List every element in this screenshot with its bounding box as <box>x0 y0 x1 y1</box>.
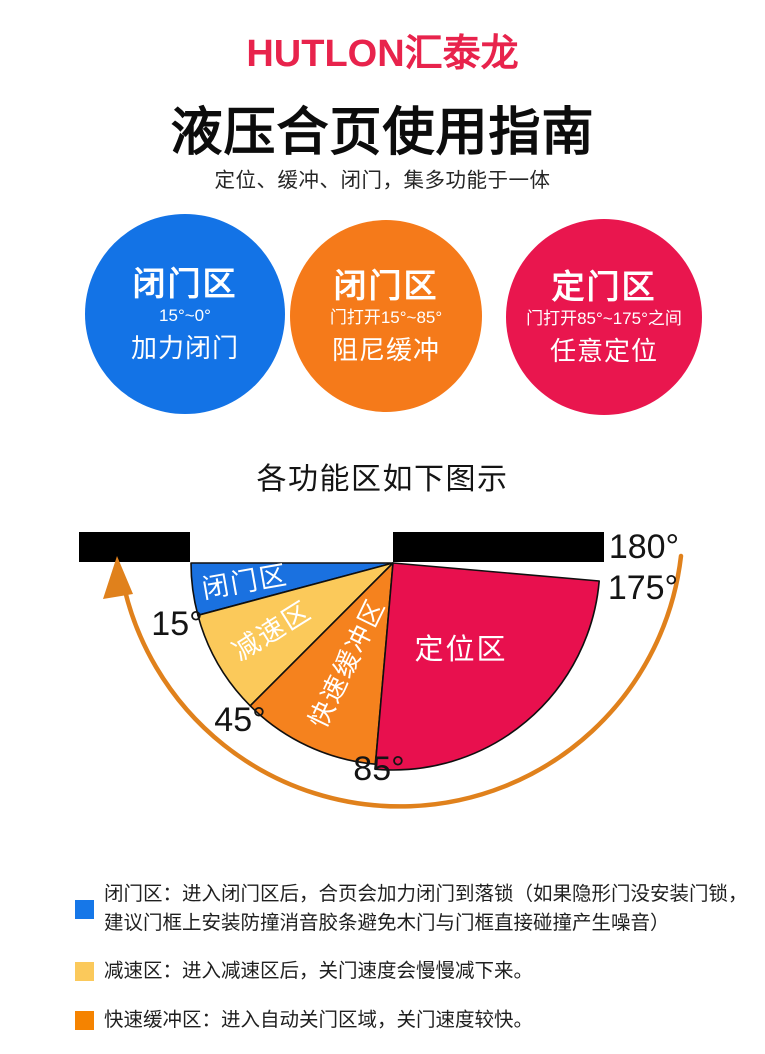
sector-decelerate-zone <box>197 562 394 707</box>
legend-swatch-closing <box>75 899 94 919</box>
door-bar-right <box>393 532 604 562</box>
angle-label-180: 180° <box>609 528 679 566</box>
circle-range: 门打开85°~175°之间 <box>526 309 682 329</box>
door-bar-left <box>79 532 190 562</box>
diagram-heading: 各功能区如下图示 <box>256 463 509 496</box>
circle-desc: 加力闭门 <box>130 332 239 363</box>
page-title: 液压合页使用指南 <box>170 104 595 162</box>
angle-label-175: 175° <box>608 569 678 607</box>
sector-label-positioning: 定位区 <box>414 633 507 666</box>
feature-circle-closing-zone: 闭门区 15°~0° 加力闭门 <box>85 214 285 414</box>
feature-circle-positioning-zone: 定门区 门打开85°~175°之间 任意定位 <box>506 219 702 415</box>
circle-desc: 阻尼缓冲 <box>331 334 440 365</box>
circle-range: 15°~0° <box>159 306 211 326</box>
feature-circle-damping-zone: 闭门区 门打开15°~85° 阻尼缓冲 <box>290 220 482 412</box>
brand-logo: HUTLON汇泰龙 <box>246 33 519 75</box>
legend-swatch-fast-buffer <box>75 1011 94 1030</box>
swing-arrow-arc <box>119 553 684 809</box>
legend-text-closing: 闭门区：进入闭门区后，合页会加力闭门到落锁（如果隐形门没安装门锁，建议门框上安装… <box>104 883 748 934</box>
angle-label-15: 15° <box>151 605 202 643</box>
circle-desc: 任意定位 <box>549 335 658 366</box>
legend-text-decelerate: 减速区：进入减速区后，关门速度会慢慢减下来。 <box>104 960 534 982</box>
legend-item-decelerate: 减速区：进入减速区后，关门速度会慢慢减下来。 <box>75 957 751 986</box>
angle-label-85: 85° <box>353 750 404 788</box>
legend-item-closing: 闭门区：进入闭门区后，合页会加力闭门到落锁（如果隐形门没安装门锁，建议门框上安装… <box>75 880 751 938</box>
swing-arrow-head <box>103 556 133 599</box>
circle-title: 闭门区 <box>333 266 439 304</box>
sector-positioning-zone <box>374 562 600 771</box>
circle-title: 定门区 <box>551 267 657 305</box>
legend-text-fast-buffer: 快速缓冲区：进入自动关门区域，关门速度较快。 <box>104 1009 534 1031</box>
page-subtitle: 定位、缓冲、闭门，集多功能于一体 <box>214 169 551 192</box>
legend-swatch-decelerate <box>75 962 94 981</box>
sector-fast-buffer-zone <box>249 562 394 765</box>
legend-item-fast-buffer: 快速缓冲区：进入自动关门区域，关门速度较快。 <box>75 1006 751 1035</box>
angle-label-45: 45° <box>214 701 265 739</box>
circle-title: 闭门区 <box>132 264 238 302</box>
circle-range: 门打开15°~85° <box>329 308 443 328</box>
